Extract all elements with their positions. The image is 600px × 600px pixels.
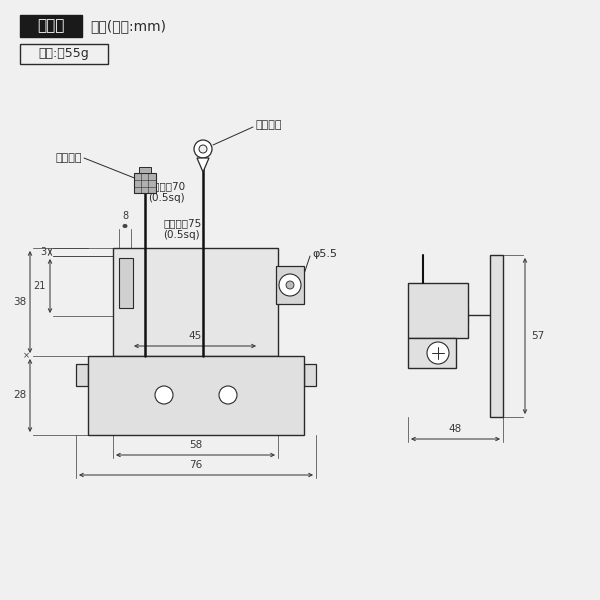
- Text: 21: 21: [34, 281, 46, 291]
- Text: 圧着端子: 圧着端子: [56, 153, 82, 163]
- Text: 45: 45: [188, 331, 202, 341]
- Text: φ5.5: φ5.5: [312, 249, 337, 259]
- Bar: [139, 167, 151, 173]
- Text: 3: 3: [40, 247, 46, 257]
- Text: 寸　法: 寸 法: [37, 19, 65, 34]
- Text: ×: ×: [23, 352, 29, 361]
- Bar: [113, 248, 278, 356]
- Bar: [20, 15, 82, 37]
- Bar: [119, 258, 133, 308]
- Bar: [88, 356, 304, 435]
- Text: (0.5sq): (0.5sq): [163, 230, 200, 240]
- Bar: [304, 364, 316, 386]
- Text: 8: 8: [122, 211, 128, 221]
- Bar: [134, 173, 156, 193]
- Circle shape: [194, 140, 212, 158]
- Text: 丸型端子: 丸型端子: [255, 120, 281, 130]
- Bar: [276, 266, 304, 304]
- Circle shape: [219, 386, 237, 404]
- Bar: [490, 255, 503, 417]
- Circle shape: [286, 281, 294, 289]
- Text: 重量:約55g: 重量:約55g: [38, 47, 89, 61]
- Circle shape: [199, 145, 207, 153]
- Bar: [76, 364, 88, 386]
- Bar: [408, 283, 468, 338]
- Text: 28: 28: [13, 391, 26, 401]
- Text: 38: 38: [13, 297, 26, 307]
- Text: (0.5sq): (0.5sq): [148, 193, 185, 203]
- Text: 48: 48: [449, 424, 462, 434]
- Polygon shape: [197, 158, 209, 172]
- Text: 76: 76: [190, 460, 203, 470]
- Text: 概寸(単位:mm): 概寸(単位:mm): [90, 19, 166, 33]
- Circle shape: [155, 386, 173, 404]
- Bar: [20, 44, 108, 64]
- Circle shape: [279, 274, 301, 296]
- Text: 57: 57: [531, 331, 544, 341]
- Text: コード長70: コード長70: [148, 181, 186, 191]
- Text: コード長75: コード長75: [163, 218, 201, 228]
- Bar: [408, 338, 456, 368]
- Circle shape: [427, 342, 449, 364]
- Text: 58: 58: [189, 440, 202, 450]
